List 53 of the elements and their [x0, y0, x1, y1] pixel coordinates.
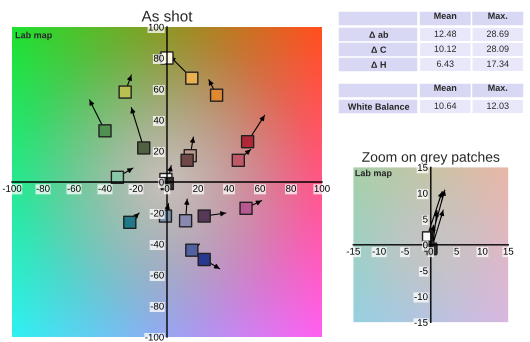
data-label: 10.12 [434, 46, 456, 52]
y-tick-label: -100 [145, 334, 164, 341]
y-tick-label: -20 [150, 210, 164, 217]
data-label: 6.43 [436, 60, 454, 67]
data-label: 10.64 [434, 102, 456, 109]
x-tick-label: -15 [346, 248, 360, 255]
x-tick-label: -60 [67, 185, 81, 192]
y-tick-label: -15 [414, 319, 428, 326]
y-tick-label: -60 [150, 272, 164, 279]
y-tick-label: -40 [150, 240, 164, 248]
y-tick-label: 0 [422, 242, 428, 248]
x-tick-label: Max. [488, 84, 508, 91]
y-tick-label: 100 [148, 24, 164, 31]
x-tick-label: -40 [98, 185, 112, 192]
x-tick-label: 20 [193, 185, 204, 192]
x-tick-label: 10 [478, 248, 488, 255]
data-label: 28.09 [486, 46, 509, 52]
x-tick-label: 5 [454, 248, 459, 255]
y-tick-label: -5 [420, 267, 428, 274]
y-tick-label: Δ H [371, 62, 386, 68]
x-tick-label: 100 [314, 185, 330, 192]
y-tick-label: Δ C [371, 46, 386, 53]
annotation: Lab map [16, 32, 52, 40]
y-tick-label: 5 [423, 216, 428, 223]
x-tick-label: Mean [434, 84, 456, 91]
y-tick-label: White Balance [348, 103, 410, 110]
y-tick-label: 0 [159, 178, 164, 186]
chart-title: As shot [142, 10, 192, 22]
annotation: Lab map [355, 170, 392, 178]
x-tick-label: -80 [36, 185, 50, 192]
y-tick-label: 20 [154, 148, 164, 155]
x-tick-label: -100 [2, 185, 22, 192]
data-label: 28.69 [486, 30, 509, 37]
y-tick-label: -80 [150, 302, 164, 310]
x-tick-label: -5 [401, 248, 409, 255]
y-tick-label: 80 [154, 54, 164, 62]
y-tick-label: 15 [418, 164, 428, 171]
y-tick-label: Δ ab [369, 31, 388, 38]
data-label: 17.34 [487, 60, 509, 67]
y-tick-label: 40 [154, 116, 164, 124]
x-tick-label: Mean [434, 12, 456, 19]
x-tick-label: 40 [224, 185, 234, 192]
x-tick-label: Max. [488, 12, 508, 19]
chart-title: Zoom on grey patches [362, 152, 500, 165]
x-tick-label: 80 [286, 185, 296, 192]
y-tick-label: -10 [414, 293, 428, 300]
x-tick-label: 15 [504, 248, 514, 255]
data-label: 12.03 [487, 102, 509, 109]
data-label: 12.48 [434, 30, 456, 37]
x-tick-label: 60 [255, 185, 266, 192]
x-tick-label: -20 [129, 185, 143, 192]
x-tick-label: 0 [164, 185, 170, 192]
x-tick-label: 0 [428, 248, 434, 255]
